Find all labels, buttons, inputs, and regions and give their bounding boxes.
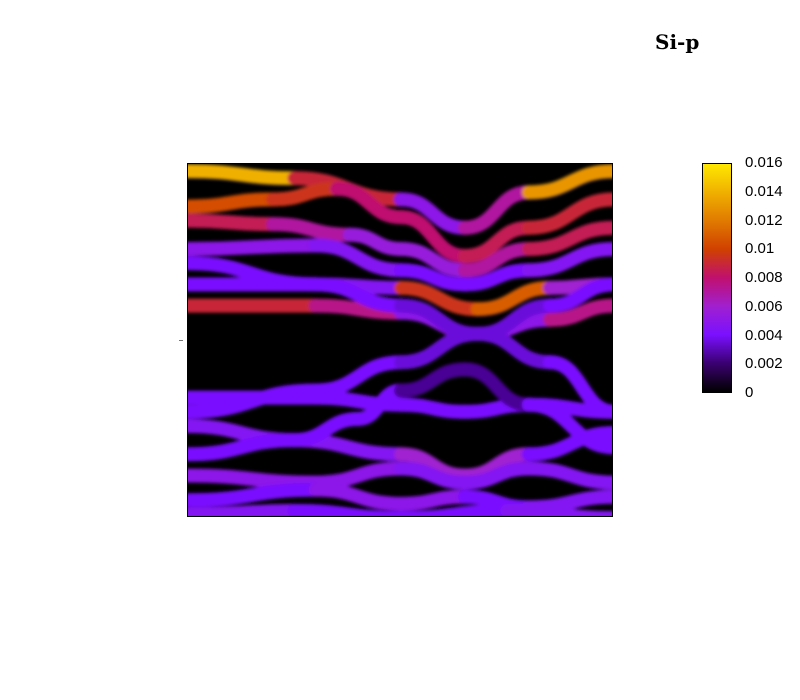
band-segment-b3 <box>188 213 281 232</box>
band-segment-b6 <box>543 298 612 327</box>
band-segment-b2 <box>330 181 408 225</box>
colorbar-tick-label: 0.008 <box>745 269 783 286</box>
band-segment-v3 <box>287 411 366 448</box>
band-segment-v4 <box>394 461 472 490</box>
band-segment-v1 <box>308 390 408 412</box>
band-segment-v2 <box>394 447 472 483</box>
band-segment-v6 <box>188 503 302 516</box>
band-segment-b1 <box>521 164 612 200</box>
band-segment-b2 <box>266 181 345 207</box>
band-segment-v4 <box>521 461 612 490</box>
band-segment-v1 <box>394 397 472 419</box>
band-segment-d2 <box>470 326 558 370</box>
band-segment-b4 <box>521 242 612 278</box>
band-segment-d2 <box>308 277 408 313</box>
band-segment-v3 <box>521 397 612 455</box>
colorbar-tick-label: 0.016 <box>745 154 783 171</box>
band-segment-b3 <box>521 220 612 256</box>
colorbar-tick-label: 0.012 <box>745 211 783 229</box>
band-segment-v3 <box>457 362 536 412</box>
colorbar-tick-label: 0.01 <box>745 240 775 258</box>
band-segment-b6 <box>308 298 408 320</box>
colorbar-tick-label: 0.004 <box>745 326 783 344</box>
band-segment-d1 <box>308 355 408 398</box>
band-segment-b3 <box>457 241 536 278</box>
band-segment-b4 <box>394 263 472 292</box>
band-segment-b5 <box>394 280 485 317</box>
band-segment-b4 <box>308 238 408 278</box>
band-segment-v6 <box>500 503 612 516</box>
band-layer <box>188 164 612 516</box>
band-segment-d2 <box>394 298 485 341</box>
colorbar-tick-label: 0 <box>745 384 754 401</box>
heatmap-plot-area <box>187 163 613 517</box>
band-segment-v4 <box>457 461 536 490</box>
band-segment-b5 <box>470 280 558 317</box>
colorbar-tick-label: 0.006 <box>745 297 783 315</box>
band-segment-v6 <box>394 503 515 516</box>
band-segment-b1 <box>188 164 302 186</box>
band-segment-v5 <box>188 482 323 508</box>
band-segment-b2 <box>457 220 536 264</box>
heatmap-svg <box>188 164 612 516</box>
y-axis-tick-mark <box>179 340 183 341</box>
colorbar-tick-label: 0.014 <box>745 182 783 200</box>
band-segment-b2 <box>394 210 472 264</box>
band-segment-b1 <box>394 192 472 235</box>
band-segment-v3 <box>188 433 302 462</box>
colorbar-tick-label: 0.002 <box>745 355 783 373</box>
band-segment-v6 <box>287 503 408 516</box>
band-segment-b4 <box>457 263 536 292</box>
band-segment-d2 <box>188 256 323 292</box>
band-segment-v5 <box>394 489 472 511</box>
chart-title: Si-p <box>655 30 700 54</box>
band-segment-v4 <box>308 461 408 490</box>
band-segment-d1 <box>543 277 612 313</box>
band-segment-v3 <box>394 362 472 398</box>
band-segment-b1 <box>457 185 536 235</box>
band-segment-b2 <box>188 192 281 214</box>
band-segment-v5 <box>308 482 408 511</box>
band-segment-v4 <box>188 468 323 490</box>
band-segment-v2 <box>457 447 536 483</box>
band-segment-v2 <box>521 426 612 462</box>
band-segment-b2 <box>521 192 612 235</box>
band-segment-b3 <box>394 241 472 278</box>
colorbar <box>702 163 732 393</box>
band-segment-b3 <box>266 217 357 242</box>
band-segment-b4 <box>188 238 323 256</box>
